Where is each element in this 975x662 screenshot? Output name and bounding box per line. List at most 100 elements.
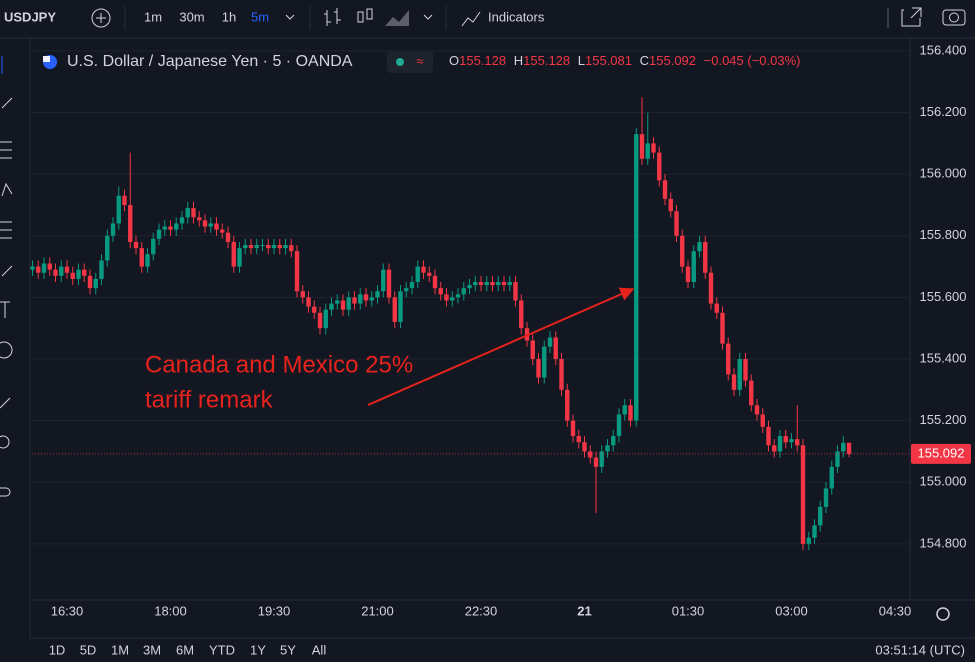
candle-body xyxy=(708,272,714,304)
tool-text[interactable] xyxy=(0,301,10,318)
candle-body xyxy=(766,426,771,446)
instrument: U.S. Dollar / Japanese Yen · 5 · OANDA xyxy=(67,53,353,70)
plot xyxy=(30,50,910,551)
candle-body xyxy=(47,263,52,270)
interval-active[interactable]: 5m xyxy=(251,9,269,24)
candle-body xyxy=(777,436,783,452)
range-button[interactable]: YTD xyxy=(209,642,235,657)
range-button[interactable]: 1Y xyxy=(250,642,266,657)
symbol[interactable]: USDJPY xyxy=(4,9,56,24)
ohlc-label: C xyxy=(640,53,649,68)
status-chip[interactable] xyxy=(387,51,433,73)
candle-body xyxy=(36,266,41,273)
candle-body xyxy=(789,439,794,443)
candle-body xyxy=(369,297,374,301)
candle-body xyxy=(346,297,351,310)
ohlc-value: 155.128 xyxy=(459,53,506,68)
annotation-arrow xyxy=(367,287,635,406)
candle-body xyxy=(432,275,438,289)
candle-body xyxy=(352,297,357,304)
candle-body xyxy=(455,294,461,298)
add-symbol[interactable] xyxy=(91,8,111,28)
tool-fib[interactable] xyxy=(0,141,12,159)
tool-trendline[interactable] xyxy=(1,97,13,109)
candle-body xyxy=(202,220,208,227)
y-tick-label: 156.000 xyxy=(920,166,967,181)
y-tick-label: 155.400 xyxy=(920,350,967,365)
interval[interactable]: 1h xyxy=(222,9,236,24)
candle-body xyxy=(800,445,806,544)
x-tick-label: 21 xyxy=(577,603,591,618)
candle-body xyxy=(59,266,64,276)
candle-body xyxy=(559,359,564,390)
range-button[interactable]: 5Y xyxy=(280,642,296,657)
indicators-icon[interactable] xyxy=(461,11,481,27)
snapshot-icon[interactable] xyxy=(942,9,966,26)
candle-body xyxy=(243,245,248,249)
y-tick-label: 155.000 xyxy=(920,474,967,489)
candle-body xyxy=(605,445,610,452)
share-icon[interactable] xyxy=(901,7,922,27)
candle-body xyxy=(329,303,334,310)
interval-menu[interactable] xyxy=(285,14,295,20)
annotation: Canada and Mexico 25% xyxy=(145,351,413,378)
range-button[interactable]: 3M xyxy=(143,642,161,657)
candle-body xyxy=(197,217,202,221)
candle-body xyxy=(76,269,81,279)
candle-body xyxy=(300,291,305,298)
candle-body xyxy=(588,451,593,458)
bars-icon[interactable] xyxy=(324,8,341,26)
area-icon[interactable] xyxy=(385,10,409,26)
indicators[interactable]: Indicators xyxy=(488,9,545,24)
range-button[interactable]: 6M xyxy=(176,642,194,657)
interval[interactable]: 30m xyxy=(179,9,204,24)
interval[interactable]: 1m xyxy=(144,9,162,24)
candle-body xyxy=(415,266,420,282)
tool-forecast[interactable] xyxy=(0,221,12,239)
ohlc-label: O xyxy=(449,53,459,68)
ohlc-value: 155.092 xyxy=(649,53,696,68)
candle-body xyxy=(151,238,156,255)
candle-body xyxy=(156,229,162,239)
candles-icon[interactable] xyxy=(357,11,364,23)
range-button[interactable]: 1D xyxy=(49,642,66,657)
candle-body xyxy=(70,272,75,279)
tool-brush[interactable] xyxy=(1,265,13,277)
candle-body xyxy=(289,245,294,252)
chart-type-menu[interactable] xyxy=(423,14,433,20)
candle-body xyxy=(754,405,760,415)
range-button[interactable]: All xyxy=(312,642,327,657)
candle-body xyxy=(812,525,817,538)
candle-body xyxy=(30,266,35,270)
candle-body xyxy=(450,297,455,301)
tool-ruler[interactable] xyxy=(0,397,11,409)
x-tick-label: 18:00 xyxy=(154,603,187,618)
candle-body xyxy=(254,245,259,249)
tool-pattern[interactable] xyxy=(1,182,13,197)
candle-body xyxy=(467,285,472,289)
tool-zoom[interactable] xyxy=(0,435,10,449)
market-open-dot xyxy=(396,58,404,66)
candle-body xyxy=(530,340,535,360)
settings-icon[interactable] xyxy=(936,607,950,621)
candle-body xyxy=(622,405,627,415)
candle-body xyxy=(427,272,432,276)
candle-body xyxy=(220,229,225,233)
candle-body xyxy=(340,300,346,310)
tool-magnet[interactable] xyxy=(0,487,11,497)
candle-body xyxy=(760,414,765,427)
candle-body xyxy=(214,223,219,230)
candle-body xyxy=(536,359,541,378)
wave-icon: ≈ xyxy=(416,53,423,68)
range-button[interactable]: 1M xyxy=(111,642,129,657)
candle-body xyxy=(484,281,489,286)
range-button[interactable]: 5D xyxy=(80,642,97,657)
x-tick-label: 01:30 xyxy=(672,603,705,618)
y-tick-label: 155.800 xyxy=(920,227,967,242)
candle-body xyxy=(726,343,731,375)
candle-body xyxy=(542,346,547,378)
candle-body xyxy=(105,235,110,261)
candle-body xyxy=(306,297,311,307)
y-tick-label: 156.200 xyxy=(920,104,967,119)
tool-icons[interactable] xyxy=(0,341,13,359)
